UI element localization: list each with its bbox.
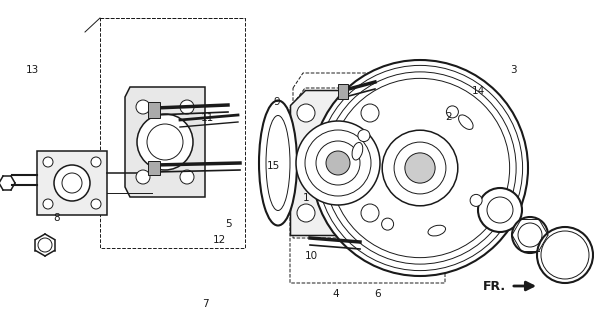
Circle shape	[136, 170, 150, 184]
Circle shape	[405, 153, 435, 183]
Text: 3: 3	[510, 65, 517, 76]
Bar	[148, 102, 160, 118]
Text: 15: 15	[267, 161, 280, 172]
Text: FR.: FR.	[483, 279, 506, 292]
Ellipse shape	[266, 116, 290, 211]
Polygon shape	[125, 87, 205, 197]
Circle shape	[487, 197, 513, 223]
Ellipse shape	[428, 225, 446, 236]
Text: 12: 12	[213, 235, 226, 245]
Circle shape	[296, 121, 380, 205]
Circle shape	[478, 188, 522, 232]
Circle shape	[305, 130, 371, 196]
Circle shape	[147, 124, 183, 160]
Circle shape	[297, 104, 315, 122]
Circle shape	[512, 217, 548, 253]
Text: 13: 13	[26, 65, 39, 76]
Circle shape	[330, 78, 510, 258]
Polygon shape	[290, 91, 386, 236]
Text: 9: 9	[273, 97, 280, 108]
Circle shape	[381, 218, 394, 230]
Circle shape	[361, 204, 379, 222]
Circle shape	[297, 204, 315, 222]
Circle shape	[137, 114, 193, 170]
Circle shape	[545, 235, 585, 275]
Circle shape	[541, 231, 589, 279]
Circle shape	[136, 100, 150, 114]
Circle shape	[553, 243, 577, 267]
Polygon shape	[37, 151, 107, 215]
Text: 5: 5	[225, 219, 232, 229]
Text: 2: 2	[445, 112, 452, 122]
Ellipse shape	[459, 115, 473, 130]
Circle shape	[470, 194, 482, 206]
Bar	[338, 84, 348, 99]
Circle shape	[324, 72, 516, 264]
Circle shape	[38, 238, 52, 252]
Circle shape	[312, 60, 528, 276]
Circle shape	[180, 170, 194, 184]
Circle shape	[358, 130, 370, 141]
Text: 10: 10	[305, 251, 318, 261]
Text: 11: 11	[201, 113, 214, 124]
Circle shape	[91, 199, 101, 209]
Circle shape	[518, 223, 542, 247]
Circle shape	[447, 106, 459, 118]
Text: 7: 7	[201, 299, 208, 309]
Circle shape	[317, 65, 523, 271]
Circle shape	[382, 130, 458, 206]
Text: 4: 4	[332, 289, 339, 300]
Circle shape	[43, 199, 53, 209]
Circle shape	[91, 157, 101, 167]
Bar	[148, 161, 160, 175]
Circle shape	[326, 151, 350, 175]
Circle shape	[316, 141, 360, 185]
Circle shape	[394, 142, 446, 194]
Text: 1: 1	[302, 193, 309, 204]
Circle shape	[62, 173, 82, 193]
Ellipse shape	[352, 142, 363, 160]
Text: 8: 8	[53, 212, 60, 223]
Circle shape	[361, 104, 379, 122]
Text: 6: 6	[374, 289, 381, 300]
Circle shape	[537, 227, 593, 283]
Ellipse shape	[259, 100, 297, 226]
Circle shape	[54, 165, 90, 201]
Circle shape	[180, 100, 194, 114]
Text: 14: 14	[472, 86, 485, 96]
Circle shape	[43, 157, 53, 167]
